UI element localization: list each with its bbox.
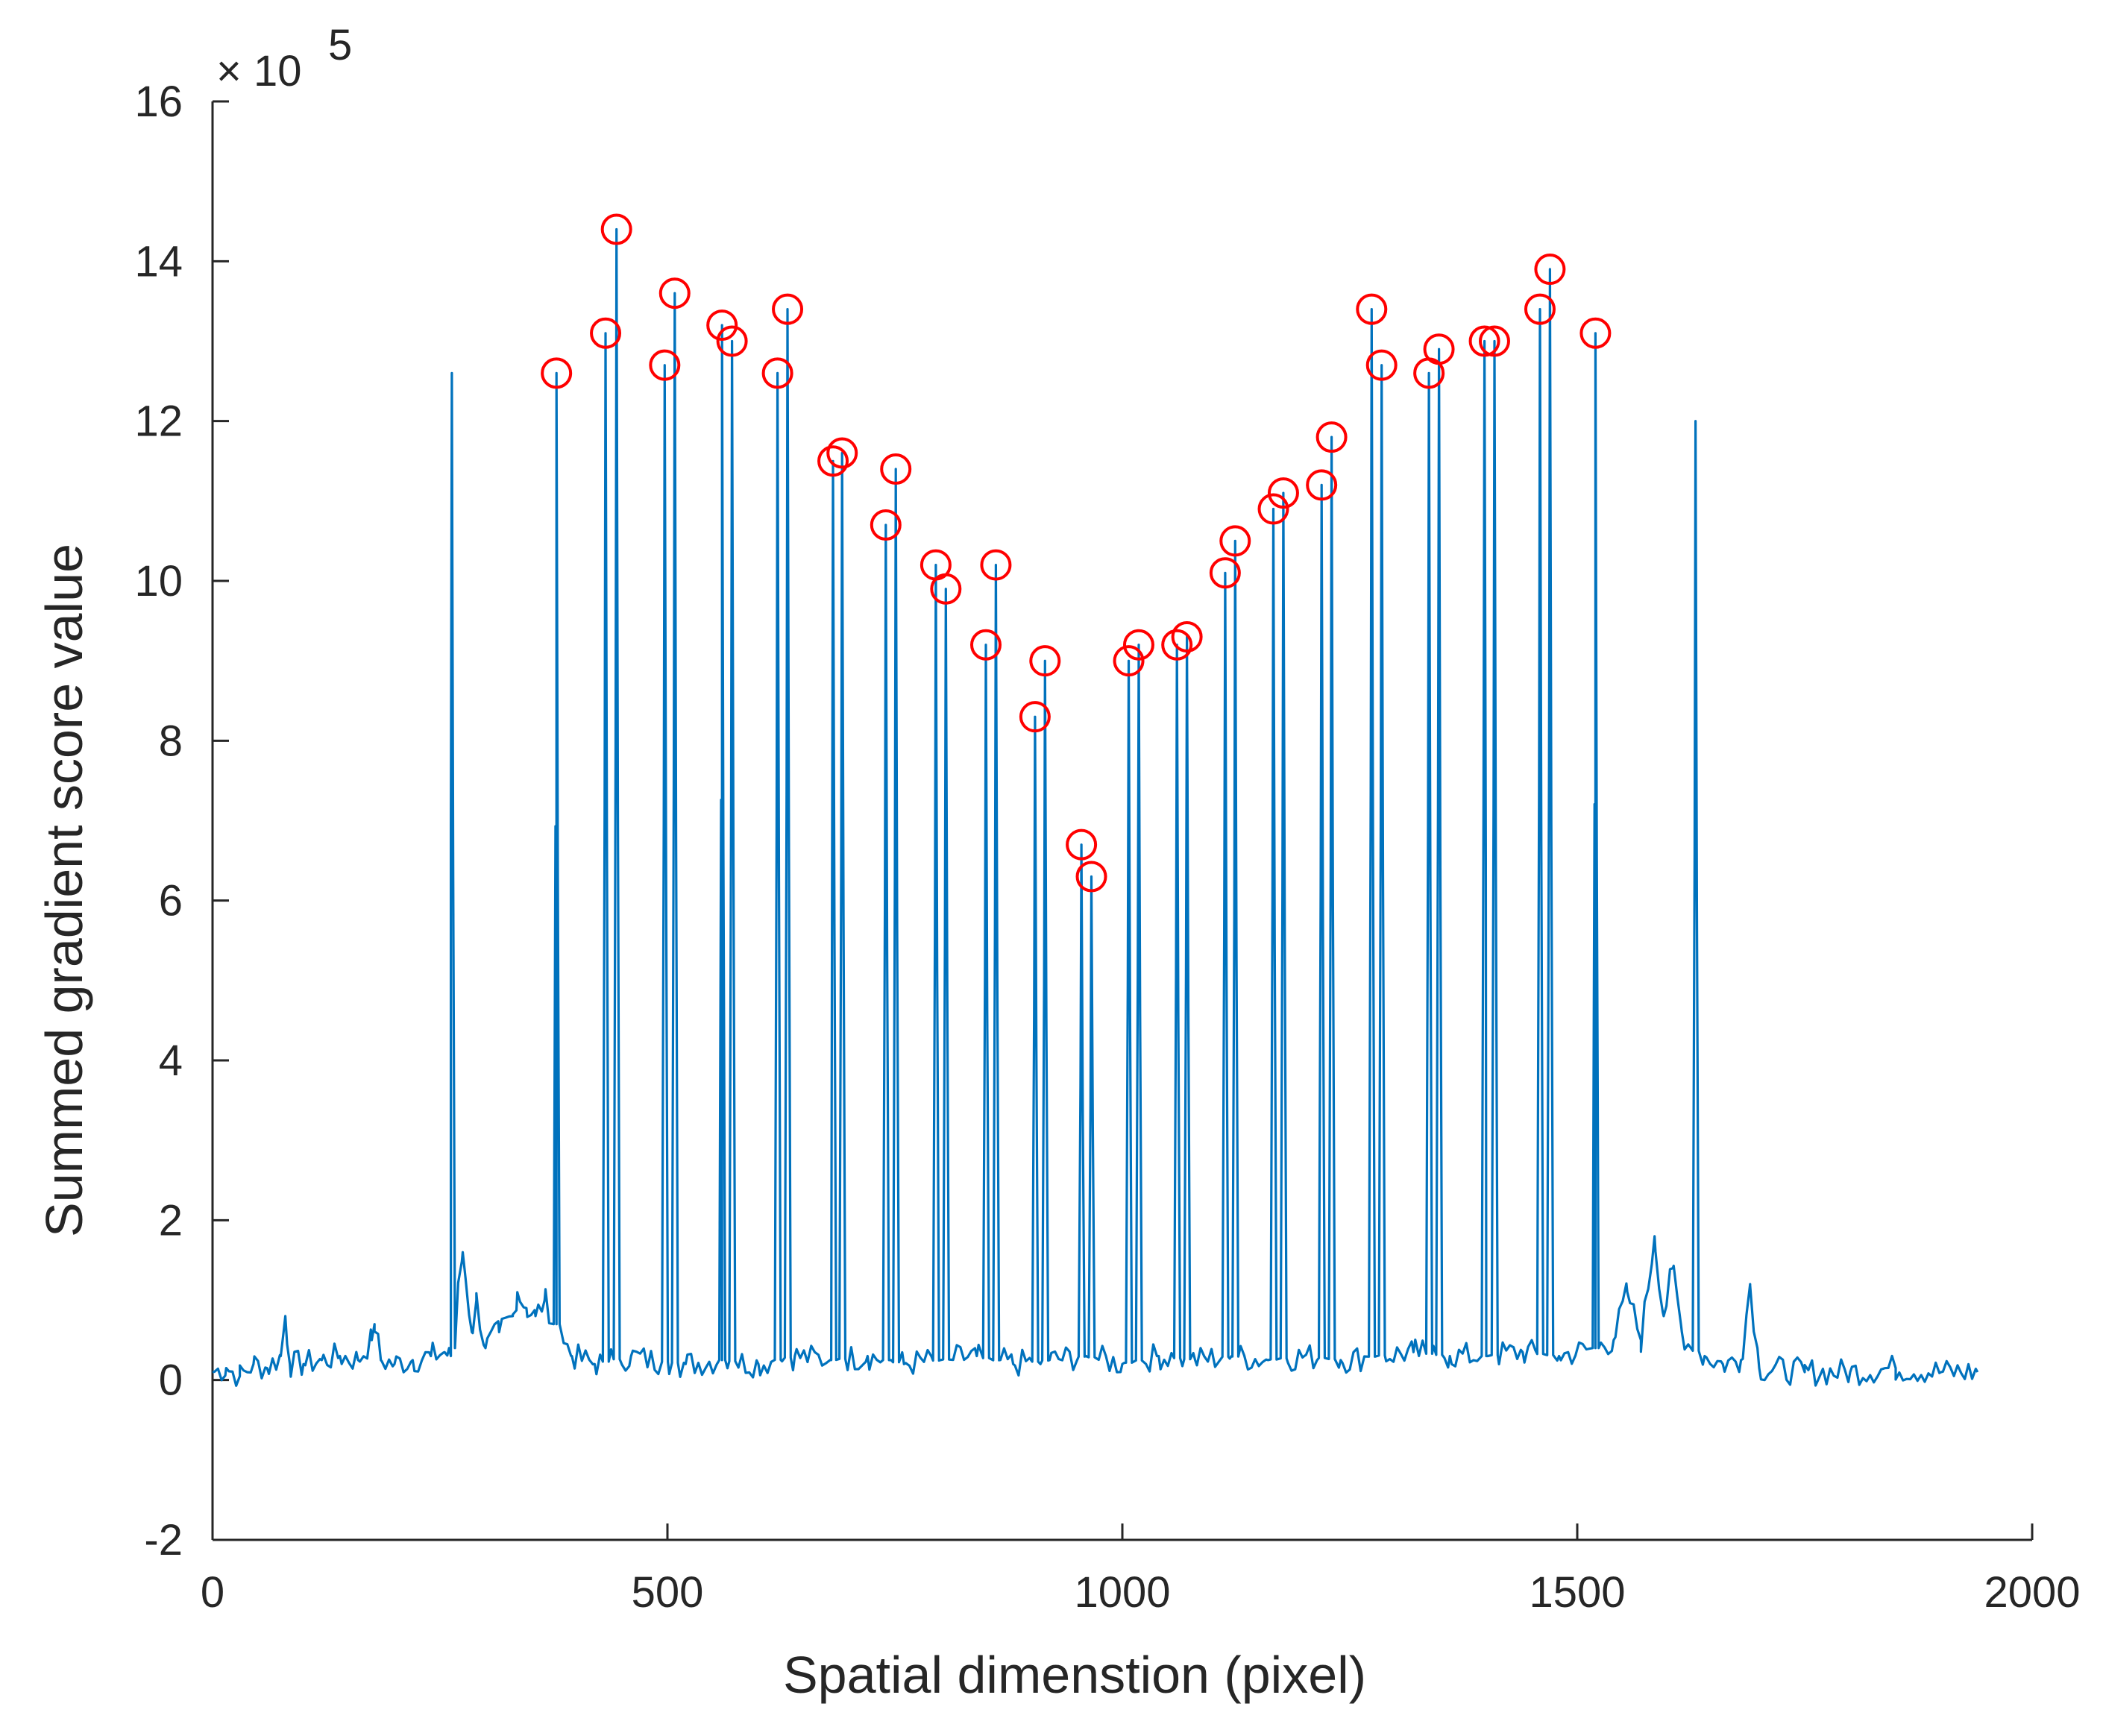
peak-marker [716, 325, 748, 357]
peak-marker [1161, 629, 1193, 661]
y-scale-exponent: 5 [328, 21, 352, 69]
x-tick-label: 2000 [1984, 1568, 2080, 1617]
y-tick-label: 14 [134, 237, 183, 286]
y-scale-factor: × 10 [216, 47, 302, 95]
peak-marker [1075, 861, 1107, 893]
peak-marker [541, 357, 573, 389]
peak-marker [649, 349, 681, 381]
y-tick-label: 16 [134, 78, 183, 126]
peak-markers [541, 213, 1612, 893]
peak-marker [1468, 325, 1500, 357]
peak-marker [1267, 477, 1299, 509]
y-tick-label: 4 [159, 1037, 183, 1085]
y-tick-label: 10 [134, 557, 183, 606]
series-line [212, 227, 1979, 1387]
series-layer [212, 227, 1979, 1387]
x-tick-label: 0 [201, 1568, 224, 1617]
peak-marker [930, 573, 962, 605]
y-tick-label: 12 [134, 397, 183, 446]
x-tick-label: 500 [632, 1568, 704, 1617]
peak-marker [970, 629, 1002, 661]
peak-marker [658, 277, 691, 309]
y-tick-label: 2 [159, 1196, 183, 1245]
peak-marker [1478, 325, 1510, 357]
axes [211, 100, 2034, 1541]
peak-marker [590, 317, 622, 349]
peak-marker [1306, 469, 1338, 501]
peak-marker [772, 293, 804, 325]
x-tick-label: 1500 [1529, 1568, 1625, 1617]
peak-marker [980, 549, 1012, 581]
peak-marker [1029, 645, 1061, 677]
peak-marker [1356, 293, 1388, 325]
peak-marker [1534, 254, 1566, 286]
peak-marker [1209, 557, 1241, 589]
y-axis-title: Summed gradient score value [35, 544, 93, 1237]
peak-marker [1315, 421, 1348, 453]
y-tick-label: -2 [144, 1516, 183, 1564]
peak-marker [1579, 317, 1612, 349]
x-axis-title: Spatial dimenstion (pixel) [783, 1646, 1366, 1704]
peak-marker [1423, 333, 1455, 365]
peak-marker [761, 357, 793, 389]
peak-marker [870, 509, 902, 541]
tick-labels: 0 500 1000 1500 2000 -2 0 2 4 6 8 10 12 14 16 [134, 78, 2080, 1617]
peak-marker [880, 453, 912, 485]
x-tick-label: 1000 [1074, 1568, 1170, 1617]
peak-marker [1219, 525, 1251, 557]
peak-marker [600, 213, 632, 245]
peak-marker [1171, 621, 1203, 653]
y-tick-label: 8 [159, 717, 183, 765]
peak-marker [826, 437, 858, 469]
y-tick-label: 0 [159, 1356, 183, 1405]
peak-marker [1066, 828, 1098, 861]
y-tick-label: 6 [159, 877, 183, 925]
peak-marker [1524, 293, 1556, 325]
peak-marker [1257, 493, 1289, 525]
peak-marker [1122, 629, 1154, 661]
peak-marker [1113, 645, 1145, 677]
peak-marker [1365, 349, 1398, 381]
peak-marker [817, 445, 849, 477]
peak-marker [706, 309, 738, 342]
peak-marker [1019, 701, 1051, 733]
